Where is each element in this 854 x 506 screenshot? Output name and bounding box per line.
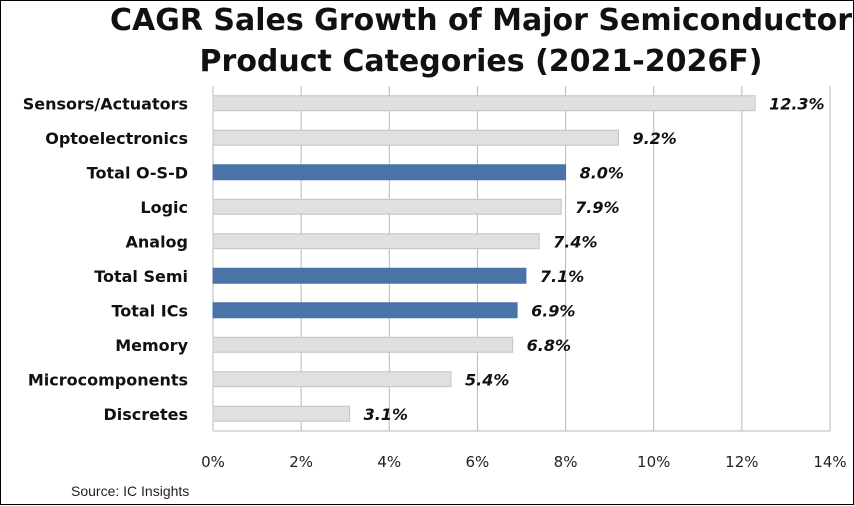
x-tick-label: 4% xyxy=(377,453,401,471)
value-label: 5.4% xyxy=(465,370,509,389)
category-label: Logic xyxy=(140,198,188,217)
category-label: Total O-S-D xyxy=(87,163,188,182)
value-label: 7.1% xyxy=(540,267,584,286)
bar xyxy=(212,267,527,284)
bar xyxy=(212,198,562,215)
value-label: 7.4% xyxy=(553,232,597,251)
x-tick-label: 12% xyxy=(725,453,758,471)
category-label: Microcomponents xyxy=(28,370,188,389)
bar xyxy=(212,371,452,388)
x-tick-label: 8% xyxy=(554,453,578,471)
value-label: 8.0% xyxy=(580,163,624,182)
bar xyxy=(212,233,540,250)
category-label: Memory xyxy=(115,336,188,355)
source-note: Source: IC Insights xyxy=(71,483,190,499)
x-tick-label: 6% xyxy=(466,453,490,471)
category-label: Total Semi xyxy=(94,267,188,286)
value-label: 7.9% xyxy=(575,198,619,217)
category-label: Optoelectronics xyxy=(45,129,188,148)
x-tick-label: 10% xyxy=(637,453,670,471)
bar xyxy=(212,302,518,319)
category-label: Sensors/Actuators xyxy=(23,94,188,113)
category-label: Analog xyxy=(126,232,189,251)
x-tick-label: 14% xyxy=(813,453,846,471)
bar xyxy=(212,164,567,181)
value-label: 12.3% xyxy=(769,94,825,113)
bar xyxy=(212,95,756,112)
chart-title-line-1: CAGR Sales Growth of Major Semiconductor xyxy=(109,3,853,38)
x-tick-label: 0% xyxy=(201,453,225,471)
value-label: 6.9% xyxy=(531,301,575,320)
bar xyxy=(212,129,619,146)
x-tick-label: 2% xyxy=(289,453,313,471)
value-label: 9.2% xyxy=(632,129,676,148)
bar xyxy=(212,336,514,353)
category-label: Total ICs xyxy=(112,301,189,320)
chart-title-line-2: Product Categories (2021-2026F) xyxy=(199,44,763,79)
value-label: 6.8% xyxy=(527,336,571,355)
bar xyxy=(212,405,351,422)
category-label: Discretes xyxy=(103,405,188,424)
value-label: 3.1% xyxy=(364,405,408,424)
